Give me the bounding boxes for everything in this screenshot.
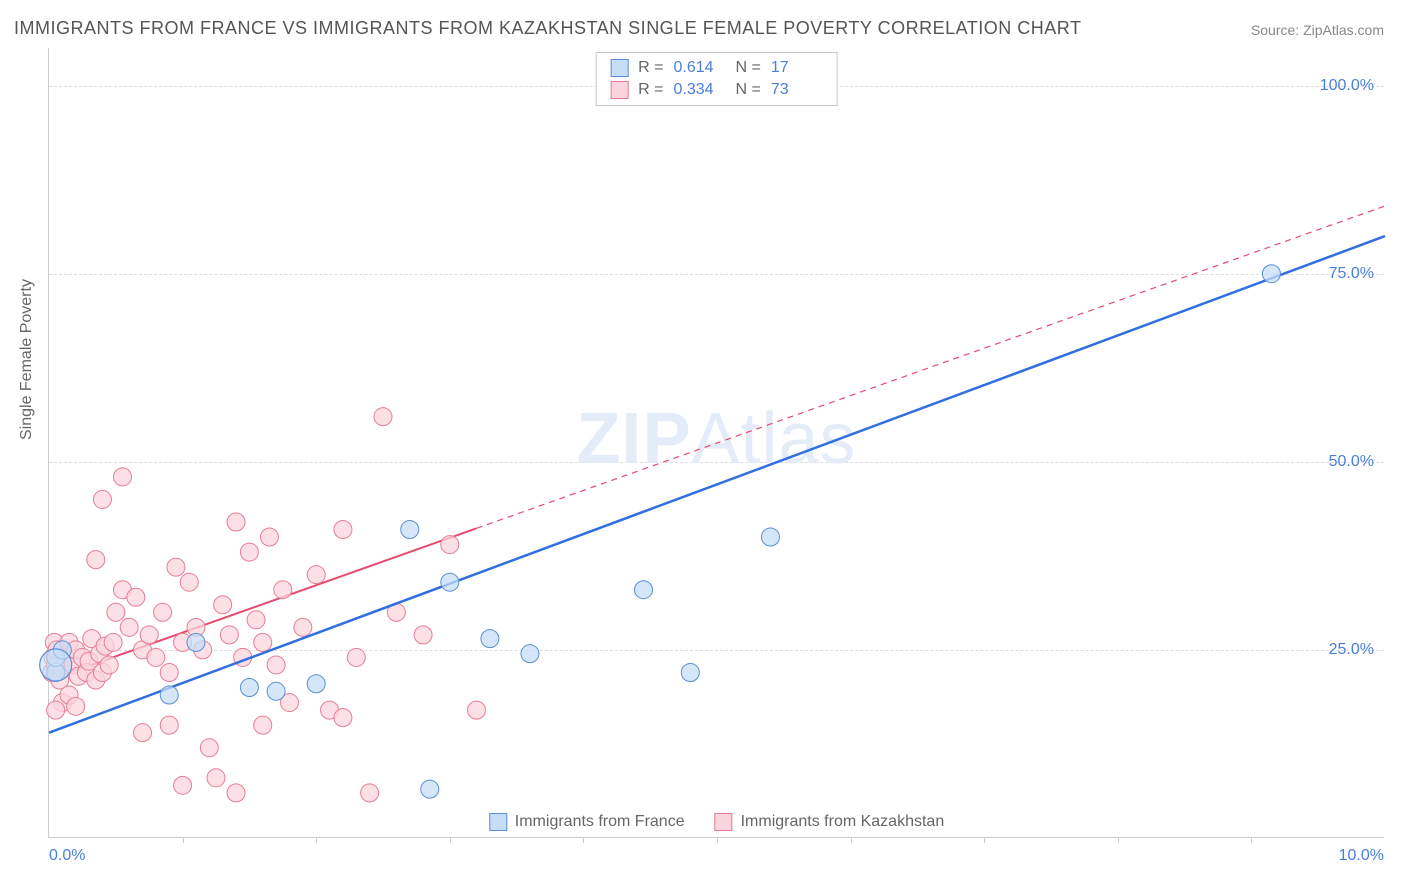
x-tick-mark xyxy=(1118,837,1119,843)
legend-label: Immigrants from Kazakhstan xyxy=(741,813,945,831)
correlation-legend: R = 0.614 N = 17 R = 0.334 N = 73 xyxy=(595,52,838,106)
x-tick-mark xyxy=(717,837,718,843)
legend-label: Immigrants from France xyxy=(515,813,685,831)
n-value: 73 xyxy=(771,81,823,99)
chart-title: IMMIGRANTS FROM FRANCE VS IMMIGRANTS FRO… xyxy=(14,18,1081,39)
source-attribution: Source: ZipAtlas.com xyxy=(1251,22,1384,38)
n-label: N = xyxy=(736,81,761,99)
legend-item-france: Immigrants from France xyxy=(489,813,685,831)
x-tick-mark xyxy=(984,837,985,843)
x-tick-mark xyxy=(1251,837,1252,843)
r-value: 0.334 xyxy=(674,81,726,99)
series-legend: Immigrants from France Immigrants from K… xyxy=(489,813,944,831)
x-tick-min: 0.0% xyxy=(49,847,85,865)
x-tick-mark xyxy=(316,837,317,843)
swatch-kazakhstan-icon xyxy=(715,813,733,831)
x-tick-mark xyxy=(851,837,852,843)
legend-row-france: R = 0.614 N = 17 xyxy=(606,57,827,79)
x-tick-max: 10.0% xyxy=(1339,847,1384,865)
x-tick-mark xyxy=(183,837,184,843)
swatch-kazakhstan xyxy=(610,81,628,99)
scatter-svg xyxy=(49,48,1384,837)
legend-row-kazakhstan: R = 0.334 N = 73 xyxy=(606,79,827,101)
swatch-france xyxy=(610,59,628,77)
r-value: 0.614 xyxy=(674,59,726,77)
n-value: 17 xyxy=(771,59,823,77)
x-tick-mark xyxy=(583,837,584,843)
r-label: R = xyxy=(638,59,663,77)
y-axis-label: Single Female Poverty xyxy=(18,279,36,440)
swatch-france-icon xyxy=(489,813,507,831)
r-label: R = xyxy=(638,81,663,99)
chart-plot-area: ZIPAtlas R = 0.614 N = 17 R = 0.334 N = … xyxy=(48,48,1384,838)
x-tick-mark xyxy=(450,837,451,843)
n-label: N = xyxy=(736,59,761,77)
legend-item-kazakhstan: Immigrants from Kazakhstan xyxy=(715,813,945,831)
